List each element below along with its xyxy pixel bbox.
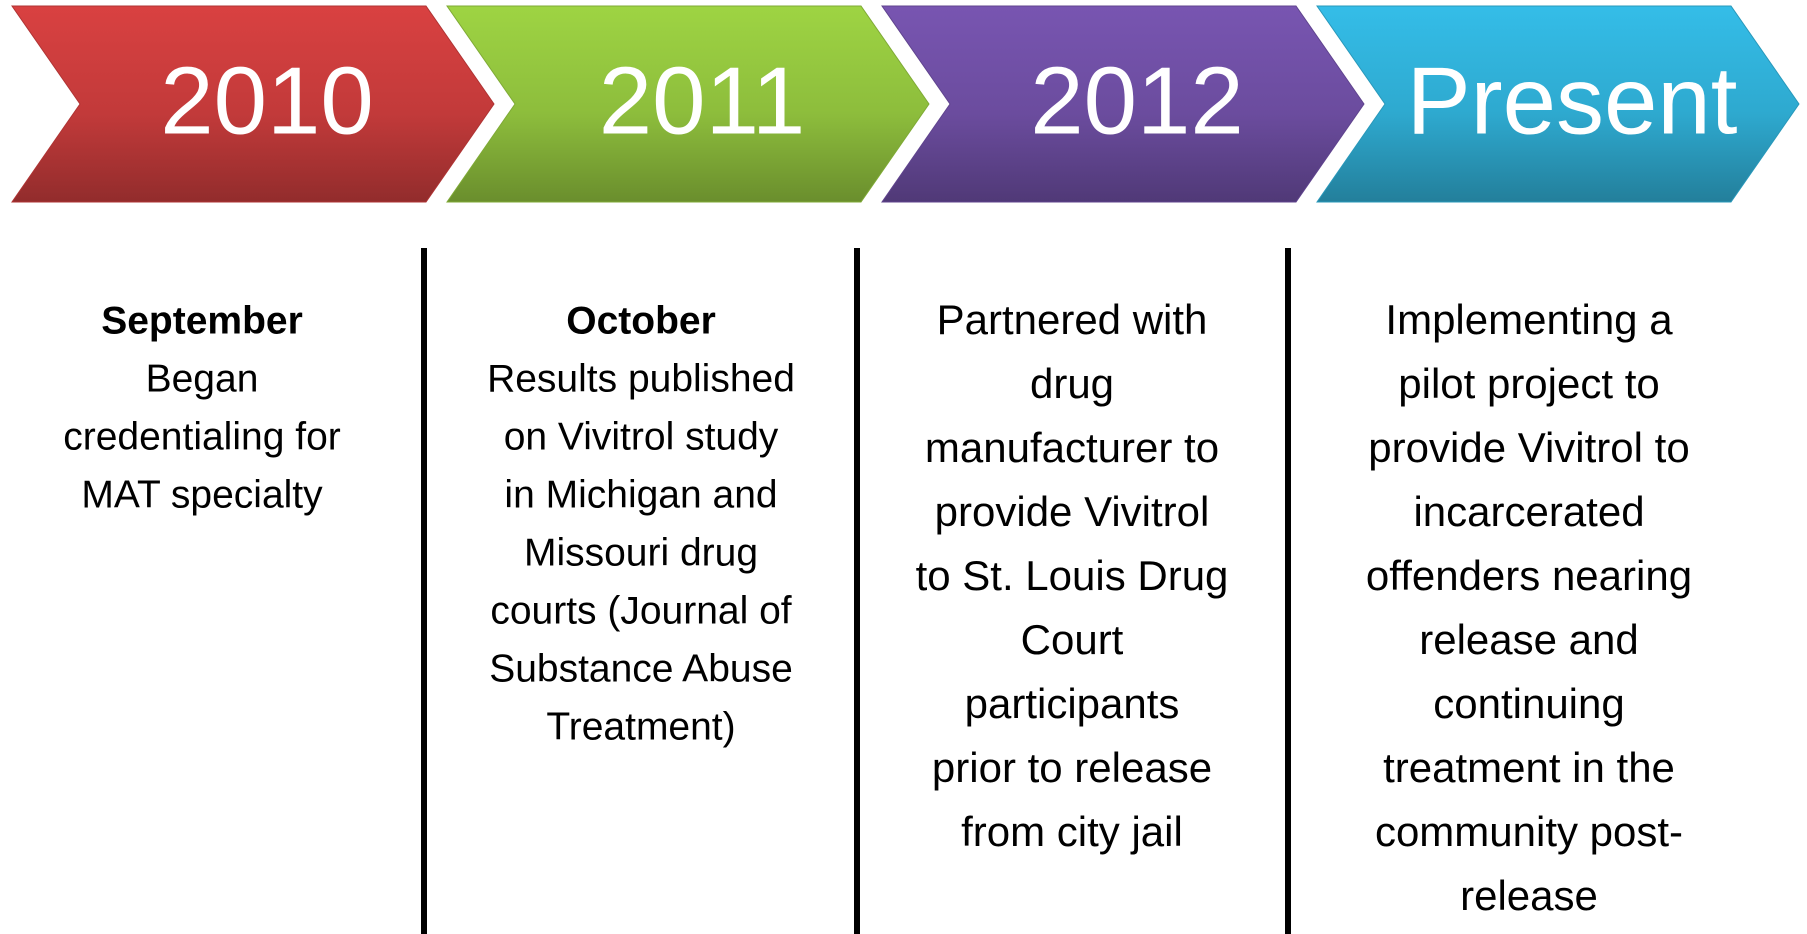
- event-text: to St. Louis Drug: [916, 552, 1229, 599]
- event-text: Missouri drug: [524, 531, 758, 574]
- year-label: 2012: [1030, 47, 1244, 154]
- event-text: prior to release: [932, 744, 1212, 791]
- event-text: credentialing for: [63, 415, 341, 458]
- event-text: in Michigan and: [504, 473, 777, 516]
- event-text: on Vivitrol study: [504, 415, 779, 458]
- event-text: drug: [1030, 360, 1114, 407]
- event-heading: October: [566, 299, 716, 342]
- event-text: provide Vivitrol to: [1368, 424, 1689, 471]
- event-text: provide Vivitrol: [935, 488, 1210, 535]
- event-text: MAT specialty: [81, 473, 323, 516]
- event-text: courts (Journal of: [490, 589, 791, 632]
- year-label: Present: [1407, 47, 1738, 154]
- event-text: release and: [1419, 616, 1639, 663]
- event-text: Treatment): [546, 705, 735, 748]
- year-label: 2011: [599, 47, 805, 154]
- event-text: continuing: [1433, 680, 1624, 727]
- year-label: 2010: [160, 47, 374, 154]
- event-text: from city jail: [961, 808, 1183, 855]
- event-text: Partnered with: [937, 296, 1208, 343]
- event-text: Results published: [487, 357, 795, 400]
- event-text: participants: [965, 680, 1180, 727]
- event-text: Began: [146, 357, 259, 400]
- event-text: community post-: [1375, 808, 1683, 855]
- event-text: pilot project to: [1398, 360, 1659, 407]
- event-text: Implementing a: [1385, 296, 1673, 343]
- chevron: [11, 5, 495, 203]
- event-text: release: [1460, 872, 1598, 919]
- event-text: treatment in the: [1383, 744, 1675, 791]
- event-text: incarcerated: [1413, 488, 1644, 535]
- event-text: offenders nearing: [1366, 552, 1692, 599]
- event-heading: September: [101, 299, 303, 342]
- chevron: [1316, 5, 1800, 203]
- chevron: [446, 5, 930, 203]
- chevron: [881, 5, 1365, 203]
- event-text: Substance Abuse: [489, 647, 793, 690]
- event-text: manufacturer to: [925, 424, 1219, 471]
- event-text: Court: [1021, 616, 1124, 663]
